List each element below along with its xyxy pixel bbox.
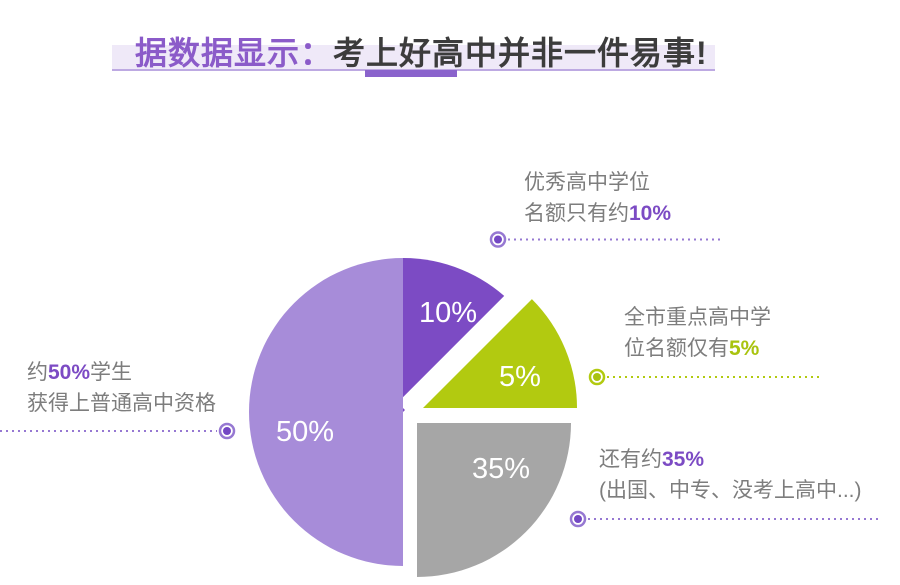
callout-value: 35% [662,448,705,471]
callout-line: (出国、中专、没考上高中...) [599,479,862,502]
pie-slice-other-35 [417,423,571,577]
pie-slice-keyschool-5 [423,299,577,408]
callout-value: 5% [729,337,760,360]
page-title-main: 考上好高中并非一件易事! [333,35,708,71]
callout-text: 位名额仅有 [624,337,729,360]
slice-separator-diagonal [397,258,557,418]
title-accent-bar [365,70,457,77]
leader-marker-top-dot-icon [494,235,502,244]
callout-line: 还有约35% [599,444,862,475]
leader-marker-right-dot-icon [593,373,601,381]
callout-excellent-10: 优秀高中学位 名额只有约10% [524,167,671,229]
slice-label-50: 50% [276,416,334,448]
pie-slice-regular-50 [249,258,403,566]
callout-text: 名额只有约 [524,202,629,225]
callout-line: 位名额仅有5% [624,333,771,364]
leader-marker-bottom-dot-icon [574,515,582,523]
callout-line: 约50%学生 [27,357,216,388]
callout-text: 约 [27,361,48,384]
callout-line: 优秀高中学位 [524,171,650,194]
callout-keyschool-5: 全市重点高中学 位名额仅有5% [624,302,771,364]
callout-text: 学生 [90,361,133,384]
slice-label-35: 35% [472,453,530,485]
slice-label-10: 10% [419,297,477,329]
page-title-highlight: 据数据显示： [135,35,334,71]
callout-line: 全市重点高中学 [624,306,771,329]
callout-line: 名额只有约10% [524,198,671,229]
callout-other-35: 还有约35% (出国、中专、没考上高中...) [599,444,862,506]
callout-value: 50% [48,361,91,384]
callout-line: 获得上普通高中资格 [27,392,216,415]
leader-marker-left-dot-icon [223,427,231,435]
callout-value: 10% [629,202,672,225]
callout-regular-50: 约50%学生 获得上普通高中资格 [27,357,216,419]
slice-label-5: 5% [499,361,541,393]
callout-text: 还有约 [599,448,662,471]
page-title: 据数据显示：考上好高中并非一件易事! [135,28,708,74]
